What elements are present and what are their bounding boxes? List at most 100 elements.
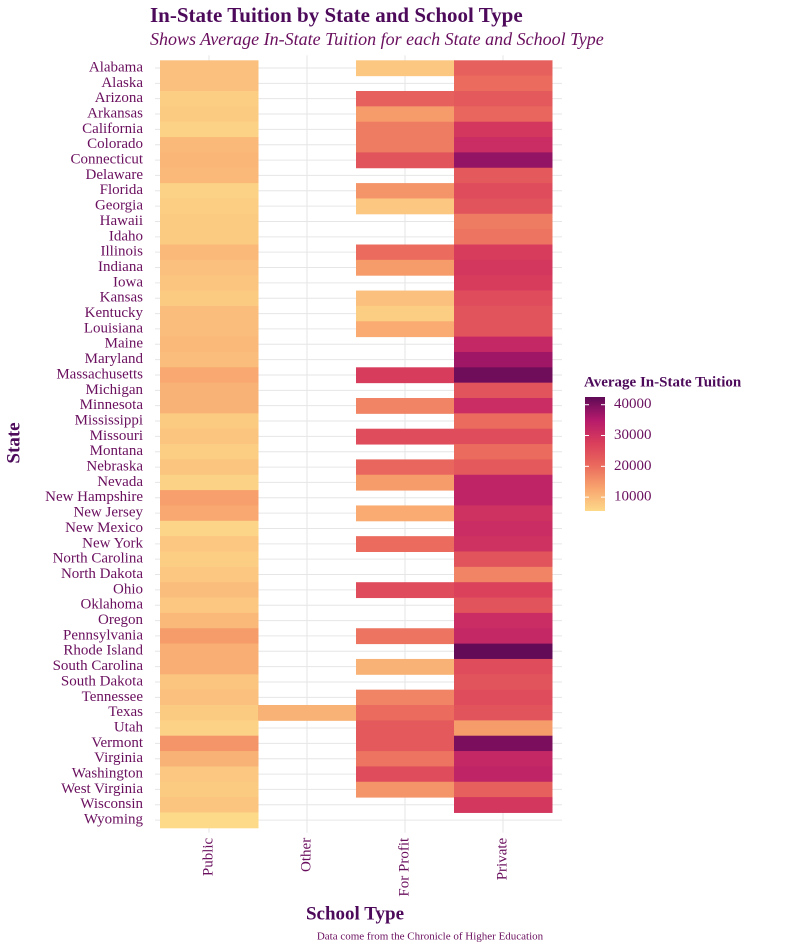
y-tick-label: Nevada: [97, 474, 143, 490]
y-tick-label: Kansas: [100, 290, 143, 306]
heatmap-cell: [454, 628, 553, 645]
heatmap-cell: [160, 551, 259, 568]
heatmap-cell: [356, 137, 455, 153]
y-tick-label: Wisconsin: [80, 796, 143, 812]
heatmap-cell: [454, 705, 553, 721]
heatmap-cell: [454, 444, 553, 460]
heatmap-cell: [160, 351, 259, 368]
heatmap-cell: [356, 290, 455, 307]
heatmap-cell: [160, 490, 259, 506]
heatmap-cell: [160, 91, 259, 107]
heatmap-cell: [356, 474, 455, 491]
heatmap-cell: [454, 213, 553, 230]
heatmap-cell: [160, 60, 259, 77]
heatmap-cell: [356, 505, 455, 522]
heatmap-cell: [160, 566, 259, 583]
heatmap-cell: [356, 582, 455, 599]
colorbar: [585, 397, 605, 511]
heatmap-cell: [454, 658, 553, 675]
heatmap-cell: [160, 382, 259, 399]
heatmap-cell: [454, 474, 553, 491]
y-tick-label: Colorado: [87, 136, 143, 152]
y-tick-label: Tennessee: [82, 689, 144, 705]
heatmap-cell: [356, 152, 455, 169]
y-tick-label: California: [82, 121, 143, 137]
heatmap-cell: [160, 198, 259, 215]
y-axis-title: State: [3, 422, 24, 463]
y-tick-label: Rhode Island: [63, 643, 143, 659]
heatmap-cell: [454, 505, 553, 522]
heatmap-cell: [160, 428, 259, 445]
y-tick-label: Florida: [100, 182, 144, 198]
y-tick-label: Mississippi: [75, 412, 143, 428]
y-tick-label: Massachusetts: [56, 366, 143, 382]
y-tick-label: Alabama: [89, 59, 143, 75]
heatmap-cell: [160, 398, 259, 414]
heatmap-cell: [160, 474, 259, 491]
y-tick-label: New York: [82, 535, 143, 551]
y-tick-label: New Mexico: [65, 520, 143, 536]
heatmap-cell: [454, 797, 553, 813]
y-tick-label: Oklahoma: [81, 597, 144, 613]
heatmap-cell: [454, 582, 553, 599]
x-tick-label: Public: [200, 837, 216, 876]
heatmap-cell: [160, 582, 259, 599]
heatmap-cell: [160, 106, 259, 123]
heatmap-cell: [356, 720, 455, 737]
caption: Data come from the Chronicle of Higher E…: [317, 931, 544, 943]
heatmap-cell: [356, 121, 455, 138]
colorbar-tick-label: 20000: [614, 458, 652, 474]
y-tick-label: West Virginia: [61, 781, 143, 797]
heatmap-cell: [160, 213, 259, 230]
y-tick-label: Wyoming: [84, 812, 144, 828]
heatmap-cell: [160, 336, 259, 353]
y-tick-label: North Carolina: [53, 551, 144, 567]
heatmap-cell: [356, 305, 455, 322]
heatmap-cell: [160, 751, 259, 767]
x-tick-label: For Profit: [396, 837, 412, 897]
heatmap-cell: [454, 490, 553, 506]
heatmap-cell: [454, 91, 553, 107]
heatmap-cell: [160, 720, 259, 737]
heatmap-cell: [454, 351, 553, 368]
y-tick-label: Texas: [108, 704, 143, 720]
heatmap-cell: [160, 597, 259, 614]
y-tick-label: Arizona: [95, 90, 144, 106]
heatmap-cell: [454, 382, 553, 399]
heatmap-cell: [356, 244, 455, 261]
heatmap-cell: [160, 229, 259, 245]
heatmap-cell: [454, 551, 553, 568]
y-tick-label: Virginia: [94, 750, 143, 766]
heatmap-cell: [356, 766, 455, 783]
heatmap-cell: [356, 60, 455, 77]
heatmap-cell: [160, 705, 259, 721]
heatmap-cell: [454, 75, 553, 92]
heatmap-cell: [160, 305, 259, 322]
heatmap-cell: [356, 259, 455, 276]
heatmap-cell: [454, 321, 553, 338]
y-tick-label: Georgia: [95, 198, 143, 214]
heatmap-cell: [160, 643, 259, 660]
legend-title: Average In-State Tuition: [584, 374, 742, 390]
heatmap-cell: [160, 689, 259, 706]
y-tick-label: Vermont: [91, 735, 143, 751]
y-tick-label: New Jersey: [73, 505, 143, 521]
y-tick-label: Pennsylvania: [63, 627, 143, 643]
heatmap-cell: [356, 106, 455, 123]
heatmap-cell: [454, 121, 553, 138]
heatmap-cell: [454, 183, 553, 199]
heatmap-cell: [160, 413, 259, 430]
heatmap-cell: [160, 781, 259, 798]
heatmap-cell: [160, 797, 259, 813]
chart-title: In-State Tuition by State and School Typ…: [150, 3, 523, 27]
heatmap-cell: [356, 689, 455, 706]
heatmap-cell: [160, 121, 259, 138]
y-tick-label: Hawaii: [100, 213, 143, 229]
heatmap-cell: [356, 658, 455, 675]
heatmap-cell: [454, 520, 553, 537]
heatmap-cell: [454, 60, 553, 77]
x-tick-label: Private: [494, 837, 510, 880]
heatmap-cell: [160, 321, 259, 338]
y-tick-label: Montana: [90, 443, 144, 459]
